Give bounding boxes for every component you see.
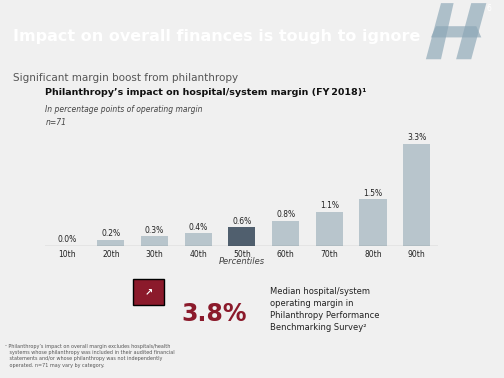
Text: 30th: 30th xyxy=(146,250,163,259)
Bar xyxy=(228,227,256,246)
Bar xyxy=(97,240,124,246)
Text: 0.6%: 0.6% xyxy=(232,217,251,226)
Polygon shape xyxy=(456,3,486,59)
Text: 1.1%: 1.1% xyxy=(320,201,339,210)
Bar xyxy=(359,199,387,246)
Text: 90th: 90th xyxy=(408,250,425,259)
Text: ↗: ↗ xyxy=(145,287,153,297)
Text: 80th: 80th xyxy=(364,250,382,259)
Text: n=71: n=71 xyxy=(45,118,67,127)
Text: 3.3%: 3.3% xyxy=(407,133,426,142)
Text: Median hospital/system
operating margin in
Philanthropy Performance
Benchmarking: Median hospital/system operating margin … xyxy=(270,287,380,332)
Text: 60th: 60th xyxy=(277,250,294,259)
Text: 3.8%: 3.8% xyxy=(182,302,247,326)
Text: 1.5%: 1.5% xyxy=(363,189,383,198)
Text: Percentiles: Percentiles xyxy=(219,257,265,266)
Bar xyxy=(184,233,212,246)
FancyBboxPatch shape xyxy=(133,279,164,305)
Text: 0.4%: 0.4% xyxy=(188,223,208,232)
Text: 6: 6 xyxy=(486,5,491,13)
Bar xyxy=(403,144,430,246)
Text: Impact on overall finances is tough to ignore: Impact on overall finances is tough to i… xyxy=(13,29,420,44)
Text: 20th: 20th xyxy=(102,250,119,259)
Text: 40th: 40th xyxy=(190,250,207,259)
Text: In percentage points of operating margin: In percentage points of operating margin xyxy=(45,105,203,114)
Text: 70th: 70th xyxy=(321,250,338,259)
Bar xyxy=(272,221,299,246)
Text: ¹ Philanthropy’s impact on overall margin excludes hospitals/health
   systems w: ¹ Philanthropy’s impact on overall margi… xyxy=(5,344,175,367)
Text: 0.8%: 0.8% xyxy=(276,211,295,220)
Bar xyxy=(316,212,343,246)
Text: 0.0%: 0.0% xyxy=(57,235,77,244)
Polygon shape xyxy=(431,26,481,37)
Polygon shape xyxy=(426,3,454,59)
Bar xyxy=(141,236,168,246)
Text: Significant margin boost from philanthropy: Significant margin boost from philanthro… xyxy=(13,73,238,83)
Text: 50th: 50th xyxy=(233,250,251,259)
Text: 0.2%: 0.2% xyxy=(101,229,120,238)
Text: Philanthropy’s impact on hospital/system margin (FY 2018)¹: Philanthropy’s impact on hospital/system… xyxy=(45,88,367,97)
Text: 10th: 10th xyxy=(58,250,76,259)
Text: 0.3%: 0.3% xyxy=(145,226,164,235)
